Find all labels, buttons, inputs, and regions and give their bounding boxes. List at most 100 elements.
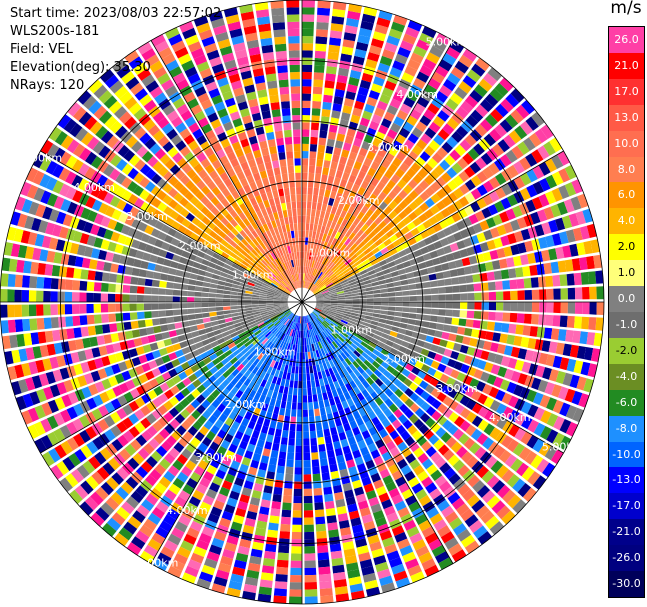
- velocity-gate: [497, 484, 511, 499]
- velocity-gate: [428, 434, 440, 445]
- velocity-gate: [232, 117, 243, 128]
- velocity-gate: [348, 76, 360, 87]
- colorbar-segment: [609, 156, 644, 183]
- velocity-gate: [255, 332, 263, 339]
- velocity-gate: [266, 296, 274, 299]
- velocity-gate: [284, 318, 290, 326]
- velocity-gate: [325, 384, 331, 393]
- velocity-gate: [122, 404, 134, 416]
- velocity-gate: [335, 249, 343, 257]
- velocity-gate: [228, 580, 243, 591]
- velocity-gate: [342, 203, 351, 212]
- velocity-gate: [226, 151, 237, 162]
- velocity-gate: [264, 348, 271, 357]
- velocity-gate: [172, 309, 181, 316]
- velocity-gate: [227, 255, 236, 263]
- velocity-gate: [254, 340, 262, 348]
- velocity-gate: [209, 311, 217, 317]
- velocity-gate: [294, 467, 302, 475]
- velocity-gate: [452, 459, 465, 472]
- velocity-gate: [291, 107, 301, 116]
- velocity-gate: [288, 172, 295, 181]
- velocity-gate: [333, 257, 341, 265]
- velocity-gate: [299, 251, 302, 259]
- velocity-gate: [488, 386, 500, 399]
- velocity-gate: [218, 353, 227, 362]
- velocity-gate: [249, 181, 258, 191]
- velocity-gate: [197, 269, 206, 276]
- velocity-gate: [302, 352, 305, 360]
- velocity-gate: [260, 325, 268, 332]
- colorbar-segment: [609, 415, 644, 443]
- velocity-gate: [201, 123, 213, 134]
- velocity-gate: [541, 249, 551, 262]
- velocity-gate: [228, 270, 236, 277]
- velocity-gate: [98, 202, 109, 215]
- velocity-gate: [408, 201, 419, 211]
- velocity-gate: [72, 280, 81, 291]
- velocity-gate: [530, 454, 544, 469]
- velocity-gate: [215, 31, 229, 43]
- velocity-gate: [523, 137, 536, 151]
- velocity-gate: [120, 481, 134, 495]
- velocity-gate: [458, 80, 472, 94]
- velocity-gate: [263, 339, 271, 347]
- velocity-gate: [351, 395, 360, 404]
- velocity-gate: [79, 304, 87, 314]
- velocity-gate: [152, 111, 165, 124]
- velocity-gate: [538, 193, 550, 207]
- velocity-gate: [179, 208, 190, 218]
- velocity-gate: [458, 54, 473, 68]
- velocity-gate: [504, 368, 514, 380]
- velocity-gate: [350, 312, 359, 317]
- velocity-gate: [296, 194, 302, 202]
- velocity-gate: [232, 405, 241, 415]
- velocity-gate: [312, 286, 318, 293]
- velocity-gate: [207, 513, 220, 524]
- velocity-gate: [343, 313, 351, 318]
- velocity-gate: [429, 169, 440, 181]
- velocity-gate: [313, 343, 318, 351]
- velocity-gate: [182, 27, 197, 40]
- velocity-gate: [317, 271, 323, 279]
- velocity-gate: [324, 268, 331, 276]
- velocity-gate: [429, 488, 442, 500]
- velocity-gate: [419, 191, 430, 202]
- velocity-gate: [559, 402, 571, 417]
- velocity-gate: [100, 502, 115, 516]
- velocity-gate: [263, 280, 271, 286]
- velocity-gate: [90, 512, 105, 527]
- velocity-gate: [444, 278, 452, 286]
- velocity-gate: [251, 230, 259, 238]
- velocity-gate: [213, 24, 227, 36]
- velocity-gate: [254, 527, 266, 537]
- velocity-gate: [426, 243, 436, 252]
- velocity-gate: [217, 182, 227, 192]
- velocity-gate: [378, 428, 389, 439]
- velocity-gate: [151, 532, 166, 545]
- velocity-gate: [46, 415, 59, 430]
- velocity-gate: [93, 293, 101, 302]
- velocity-gate: [425, 532, 439, 545]
- velocity-gate: [174, 521, 188, 533]
- velocity-gate: [225, 259, 234, 267]
- velocity-gate: [307, 194, 313, 202]
- velocity-gate: [380, 348, 390, 356]
- velocity-gate: [77, 375, 88, 387]
- velocity-gate: [203, 276, 212, 283]
- velocity-gate: [238, 221, 247, 230]
- velocity-gate: [348, 576, 362, 586]
- velocity-gate: [477, 406, 489, 418]
- velocity-gate: [281, 280, 288, 287]
- velocity-gate: [230, 345, 238, 353]
- velocity-gate: [293, 281, 297, 289]
- velocity-gate: [328, 310, 337, 315]
- velocity-gate: [251, 221, 259, 230]
- velocity-gate: [331, 389, 339, 398]
- velocity-gate: [231, 263, 240, 270]
- velocity-gate: [348, 3, 362, 14]
- velocity-gate: [508, 130, 522, 144]
- velocity-gate: [387, 306, 396, 311]
- velocity-gate: [359, 232, 368, 241]
- velocity-gate: [438, 557, 453, 570]
